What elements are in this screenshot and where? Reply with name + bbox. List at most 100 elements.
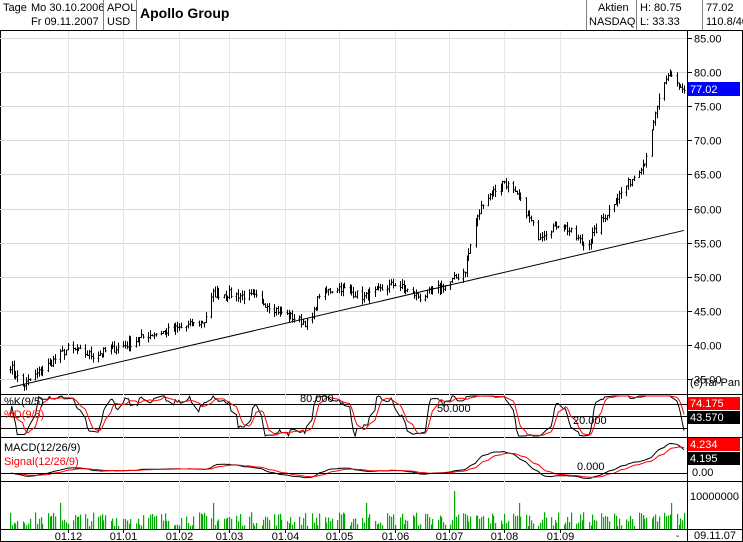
asset-type: Aktien: [598, 2, 629, 14]
volume-bar: [217, 520, 219, 529]
volume-bar: [357, 524, 359, 529]
volume-bar: [488, 517, 490, 529]
volume-bar: [592, 514, 594, 529]
volume-bars: [10, 491, 686, 529]
volume-bar: [578, 522, 580, 529]
volume-bar: [387, 513, 389, 529]
volume-bar: [325, 517, 327, 529]
volume-bar: [236, 515, 238, 529]
volume-bar: [202, 514, 204, 529]
volume-bar: [502, 524, 504, 529]
time-tick-label: 01.12: [55, 531, 83, 542]
volume-bar: [112, 518, 114, 529]
volume-bar: [41, 517, 43, 529]
volume-bar: [224, 518, 226, 529]
volume-bar: [429, 517, 431, 529]
volume-bar: [594, 520, 596, 529]
macd-label: MACD(12/26/9): [4, 442, 80, 454]
macd-badge: [688, 438, 740, 451]
header-divider: [586, 0, 587, 30]
price-tick-label: 45.00: [694, 307, 722, 319]
volume-bar: [614, 513, 616, 529]
time-axis: 01.12 01.01 01.02 01.03 01.04 01.05 01.06 01.07…: [55, 529, 574, 542]
volume-bar: [251, 512, 253, 529]
volume-bar: [519, 503, 521, 529]
volume-bar: [634, 525, 636, 529]
time-tick-label: 01.07: [436, 531, 464, 542]
volume-bar: [490, 523, 492, 529]
volume-bar: [138, 518, 140, 529]
volume-bar: [23, 521, 25, 529]
volume-bar: [91, 521, 93, 529]
volume-bar: [226, 518, 228, 529]
volume-bar: [617, 525, 619, 529]
volume-bar: [389, 515, 391, 529]
volume-bar: [591, 525, 593, 529]
volume-bar: [330, 521, 332, 529]
current-price-label: 77.02: [690, 84, 718, 96]
price-bars: [9, 69, 686, 391]
volume-bar: [48, 513, 50, 529]
volume-bar: [529, 515, 531, 529]
volume-bar: [520, 516, 522, 529]
macd-zero-label: 0.000: [577, 461, 605, 473]
volume-bar: [643, 515, 645, 529]
volume-bar: [467, 515, 469, 529]
macd-lines: [9, 442, 685, 479]
volume-bar: [64, 519, 66, 529]
volume-bar: [619, 518, 621, 529]
volume-bar: [609, 521, 611, 529]
stoch-k-label: %K(9/5): [4, 396, 44, 408]
volume-bar: [103, 520, 105, 529]
volume-bar: [51, 515, 53, 529]
volume-bar: [238, 521, 240, 529]
volume-bar: [278, 514, 280, 529]
volume-bar: [402, 513, 404, 529]
volume-bar: [267, 517, 269, 529]
volume-bar: [616, 515, 618, 529]
volume-bar: [393, 514, 395, 529]
volume-bar: [366, 503, 368, 529]
volume-bar: [265, 516, 267, 529]
volume-bar: [125, 519, 127, 529]
macd-axis-zero: 0.00: [692, 467, 713, 479]
volume-bar: [294, 521, 296, 529]
volume-bar: [628, 521, 630, 529]
volume-bar: [150, 514, 152, 529]
volume-bar: [62, 520, 64, 529]
volume-bar: [343, 512, 345, 529]
volume-bar: [440, 515, 442, 529]
volume-bar: [465, 514, 467, 529]
volume-bar: [105, 515, 107, 529]
volume-bar: [641, 513, 643, 529]
volume-bar: [186, 516, 188, 529]
volume-bar: [382, 525, 384, 529]
volume-bar: [544, 512, 546, 529]
volume-bar: [413, 515, 415, 529]
volume-bar: [314, 522, 316, 529]
volume-bar: [583, 512, 585, 529]
volume-bar: [215, 525, 217, 529]
volume-bar: [380, 522, 382, 529]
volume-bar: [476, 515, 478, 529]
volume-bar: [231, 518, 233, 529]
volume-bar: [655, 514, 657, 529]
volume-bar: [659, 516, 661, 529]
volume-bar: [546, 517, 548, 529]
volume-bar: [481, 517, 483, 529]
price-axis: 35.00 40.00 45.00 50.00 55.00 60.00 65.00 70.00…: [687, 34, 722, 387]
volume-bar: [652, 518, 654, 529]
volume-bar: [657, 521, 659, 529]
volume-bar: [175, 524, 177, 529]
volume-bar: [569, 522, 571, 529]
volume-bar: [483, 516, 485, 529]
volume-bar: [364, 522, 366, 529]
last-date-label: 09.11.07: [694, 530, 736, 542]
exchange: NASDAQ: [589, 16, 636, 28]
volume-bar: [538, 525, 540, 529]
volume-bar: [35, 512, 37, 529]
stoch-level-20: 20.000: [573, 415, 607, 427]
volume-bar: [528, 525, 530, 529]
price-tick-label: 65.00: [694, 170, 722, 182]
